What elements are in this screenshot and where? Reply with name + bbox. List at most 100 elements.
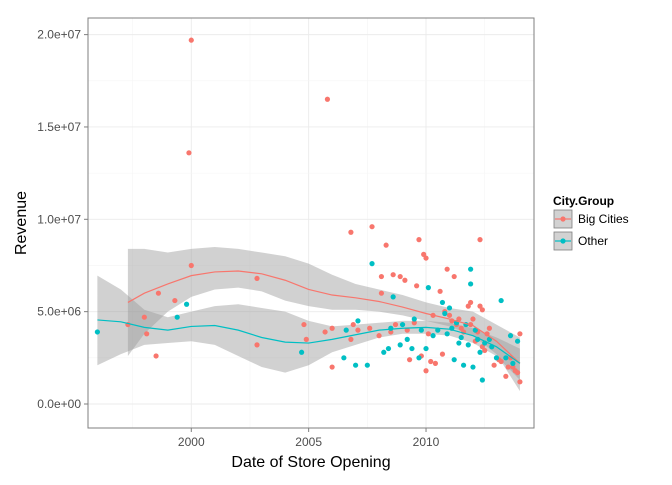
data-point [378, 273, 385, 280]
data-point [329, 325, 335, 331]
data-point [507, 333, 514, 339]
data-point [416, 237, 422, 243]
legend-key-point [560, 216, 566, 222]
data-point [479, 377, 485, 383]
data-point [355, 318, 361, 324]
data-point [144, 331, 150, 337]
data-point [477, 303, 483, 309]
data-point [465, 342, 471, 348]
x-tick-label: 2010 [413, 435, 440, 449]
data-point [404, 327, 410, 333]
data-point [432, 360, 439, 366]
data-point [439, 299, 446, 306]
data-point [468, 281, 474, 287]
data-point [369, 261, 375, 267]
data-point [517, 331, 523, 337]
data-point [477, 349, 483, 355]
data-point [409, 345, 415, 352]
legend: City.Group Big Cities Other [553, 194, 629, 251]
y-tick-label: 2.0e+07 [37, 28, 81, 42]
axes: 2000 2005 2010 0.0e+00 5.0e+06 1.0e+07 1.5e+07… [37, 28, 439, 449]
data-point [503, 355, 509, 361]
data-point [141, 314, 147, 320]
data-point [188, 37, 194, 43]
data-point [486, 325, 492, 331]
data-point [385, 345, 392, 352]
data-point [404, 336, 410, 342]
data-point [425, 285, 431, 291]
data-point [458, 325, 464, 331]
data-point [479, 344, 485, 350]
data-point [341, 355, 347, 361]
legend-title: City.Group [553, 194, 614, 208]
data-point [491, 362, 497, 368]
data-point [470, 316, 476, 322]
y-tick-label: 0.0e+00 [37, 397, 81, 411]
data-point [465, 303, 471, 309]
data-point [451, 273, 457, 280]
smooth-line [97, 319, 521, 364]
data-point [188, 262, 194, 269]
data-point [406, 357, 413, 363]
data-points [94, 37, 523, 385]
data-point [442, 310, 448, 317]
data-point [472, 327, 478, 333]
data-point [423, 255, 429, 261]
y-tick-label: 1.0e+07 [37, 212, 81, 226]
data-point [402, 277, 408, 283]
y-axis-title: Revenue [13, 191, 30, 255]
data-point [383, 242, 389, 248]
data-point [343, 327, 349, 333]
data-point [517, 379, 523, 385]
data-point [388, 329, 394, 335]
data-point [503, 373, 509, 379]
data-point [460, 362, 467, 368]
data-point [348, 229, 354, 235]
data-point [350, 321, 356, 328]
data-point [155, 290, 162, 296]
data-point [468, 266, 474, 272]
data-point [425, 331, 431, 337]
data-point [482, 347, 488, 354]
data-point [388, 325, 394, 331]
smooth-line [127, 270, 521, 364]
data-point [353, 362, 359, 368]
legend-label: Other [578, 234, 608, 248]
data-point [399, 321, 406, 328]
data-point [367, 325, 373, 331]
data-point [355, 327, 361, 333]
data-point [364, 362, 370, 368]
data-point [418, 327, 424, 333]
y-tick-label: 5.0e+06 [37, 305, 81, 319]
data-point [451, 357, 457, 363]
data-point [322, 329, 328, 335]
data-point [444, 266, 450, 272]
data-point [411, 320, 417, 326]
data-point [381, 349, 387, 355]
data-point [397, 273, 403, 280]
data-point [174, 314, 180, 320]
data-point [456, 316, 462, 322]
legend-key-point [560, 238, 566, 244]
data-point [329, 364, 335, 370]
data-point [183, 301, 190, 307]
data-point [153, 353, 159, 359]
data-point [348, 336, 354, 342]
x-tick-label: 2005 [295, 435, 322, 449]
data-point [369, 224, 375, 230]
smooth-lines [97, 270, 521, 364]
data-point [498, 297, 504, 304]
data-point [378, 290, 385, 296]
data-point [479, 307, 485, 313]
data-point [324, 96, 331, 102]
data-point [411, 316, 417, 322]
data-point [493, 355, 500, 361]
data-point [468, 299, 474, 306]
data-point [456, 340, 462, 346]
data-point [437, 288, 443, 294]
grid-lines [88, 18, 534, 428]
data-point [254, 342, 260, 348]
data-point [510, 364, 516, 370]
data-point [390, 272, 396, 278]
